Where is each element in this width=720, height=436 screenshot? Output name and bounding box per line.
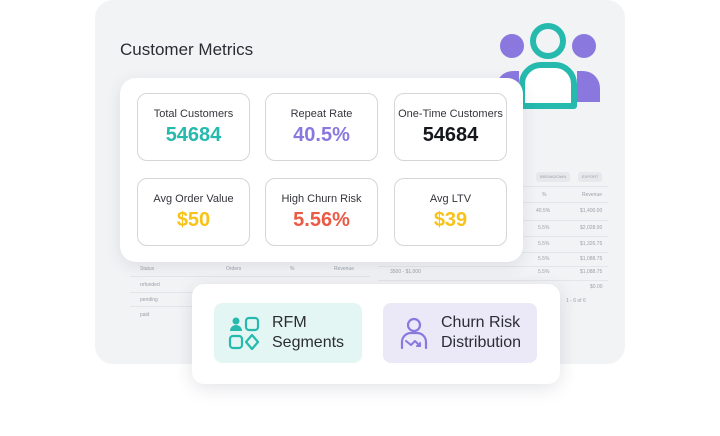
page-title: Customer Metrics [120, 40, 254, 59]
metric-value: 5.56% [293, 209, 350, 231]
metrics-card: Total Customers 54684 Repeat Rate 40.5% … [120, 78, 523, 262]
export-pill: EXPORT [578, 172, 603, 182]
churn-line2: Distribution [441, 334, 522, 351]
metric-value: $39 [433, 209, 468, 231]
churn-risk-button[interactable]: Churn Risk Distribution [383, 303, 537, 363]
rfm-line2: Segments [272, 334, 345, 351]
metric-label: One-Time Customers [398, 108, 503, 120]
table-cell: 5.5% [538, 269, 550, 275]
metric-repeat-rate[interactable]: Repeat Rate 40.5% [265, 93, 378, 161]
col-header-orders: Orders [226, 266, 242, 272]
table-cell: $1,326.75 [580, 241, 603, 247]
metric-label: Avg LTV [429, 193, 472, 205]
metric-high-churn-risk[interactable]: High Churn Risk 5.56% [265, 178, 378, 246]
table-cell: $1,088.75 [580, 256, 603, 262]
rfm-line1: RFM [272, 314, 307, 331]
col-header-pct: % [290, 266, 295, 272]
metric-avg-ltv[interactable]: Avg LTV $39 [394, 178, 507, 246]
table-cell: 40.5% [536, 208, 551, 214]
metric-avg-order-value[interactable]: Avg Order Value $50 [137, 178, 250, 246]
rfm-segments-button[interactable]: RFM Segments [214, 303, 362, 363]
table-cell: 3500 - $1,000 [390, 269, 421, 275]
table-cell: $2,028.00 [580, 225, 603, 231]
col-header-revenue: Revenue [334, 266, 355, 272]
metric-label: High Churn Risk [281, 193, 362, 205]
metric-value: 54684 [422, 124, 479, 146]
table-cell: 5.5% [538, 256, 550, 262]
metric-label: Total Customers [153, 108, 234, 120]
metric-label: Repeat Rate [290, 108, 353, 120]
col-header-revenue: Revenue [582, 192, 603, 198]
metric-label: Avg Order Value [153, 193, 234, 205]
churn-user-icon [400, 317, 428, 350]
metric-value: 40.5% [293, 124, 350, 146]
table-cell: paid [140, 312, 150, 318]
table-cell: $0.00 [590, 284, 603, 290]
metric-value: $50 [176, 209, 211, 231]
churn-line1: Churn Risk [441, 314, 521, 331]
col-header-pct: % [542, 192, 547, 198]
breakdown-pill: BREAKDOWN [536, 172, 571, 182]
table-cell: 5.5% [538, 241, 550, 247]
col-header-status: Status [140, 266, 155, 272]
table-cell: refunded [140, 282, 160, 288]
metric-one-time-customers[interactable]: One-Time Customers 54684 [394, 93, 507, 161]
table-cell: 5.5% [538, 225, 550, 231]
metric-value: 54684 [165, 124, 222, 146]
table-cell: pending [140, 297, 158, 303]
segments-icon [228, 316, 260, 350]
table-cell: $1,088.75 [580, 269, 603, 275]
table-cell: $1,400.00 [580, 208, 603, 214]
metric-total-customers[interactable]: Total Customers 54684 [137, 93, 250, 161]
table-footer: 1 - 6 of 6 [566, 298, 586, 304]
actions-card: RFM Segments Churn Risk Distribution [192, 284, 560, 384]
